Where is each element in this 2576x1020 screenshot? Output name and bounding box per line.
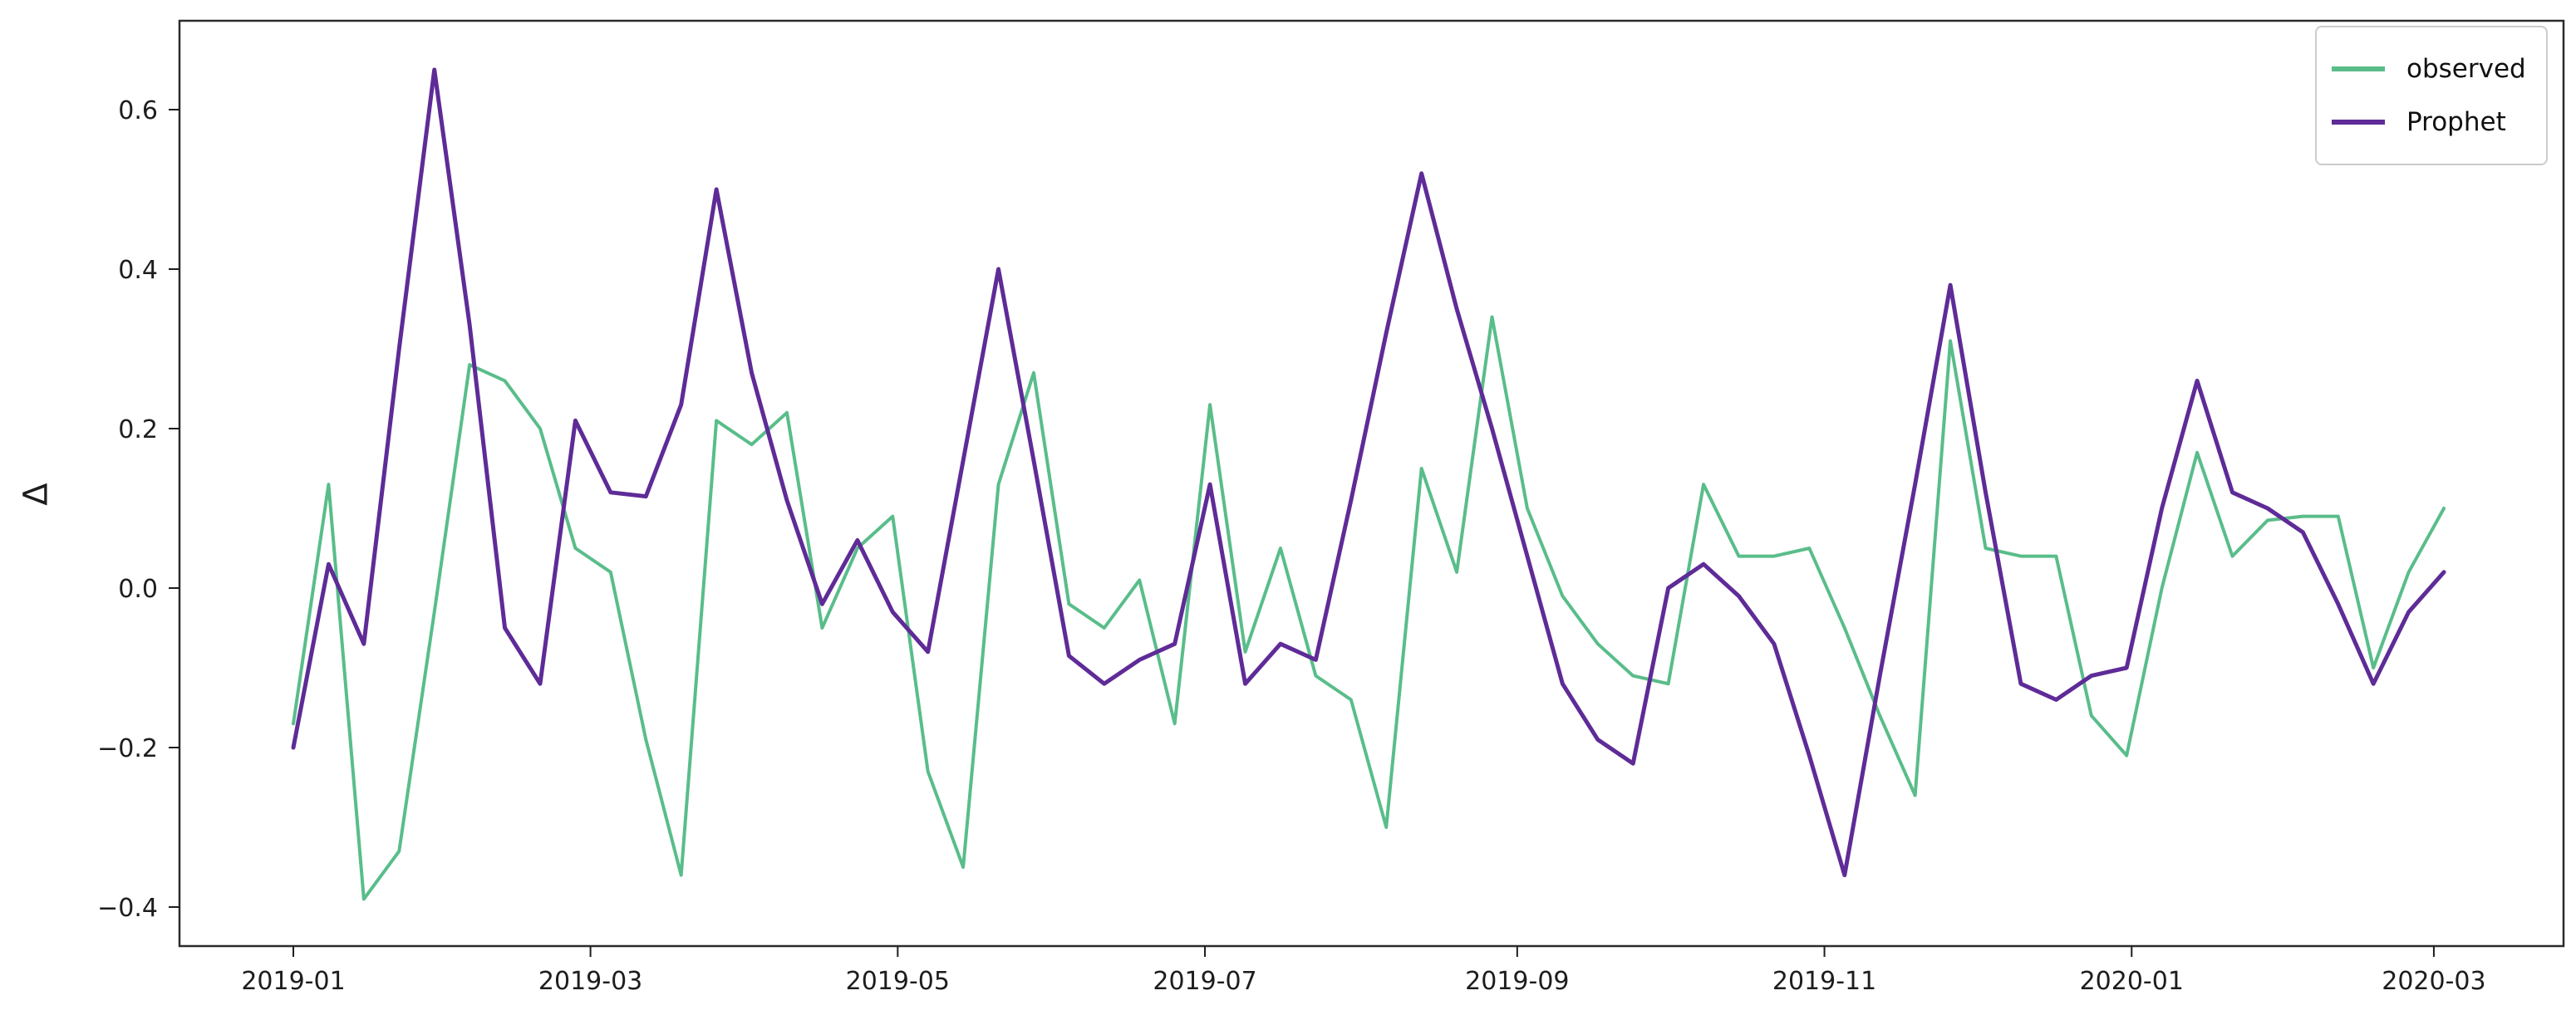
legend-label-prophet: Prophet	[2406, 107, 2506, 137]
y-tick-label: −0.2	[97, 734, 158, 763]
legend-item-observed: observed	[2332, 54, 2531, 84]
axes-border	[178, 19, 2565, 948]
x-tick-label: 2020-01	[2080, 967, 2184, 996]
x-tick-label: 2020-03	[2382, 967, 2485, 996]
observed-line-swatch	[2332, 66, 2385, 71]
x-tick-label: 2019-11	[1772, 967, 1876, 996]
x-tick-label: 2019-05	[846, 967, 950, 996]
legend-label-observed: observed	[2406, 54, 2526, 84]
y-tick-label: 0.6	[118, 96, 158, 125]
y-tick-label: 0.0	[118, 575, 158, 604]
y-axis-label: Δ	[17, 483, 56, 506]
legend: observed Prophet	[2315, 26, 2548, 165]
x-tick-label: 2019-09	[1465, 967, 1569, 996]
prophet-line-swatch	[2332, 120, 2385, 125]
x-tick-label: 2019-01	[241, 967, 345, 996]
legend-item-prophet: Prophet	[2332, 107, 2531, 137]
y-tick-label: 0.4	[118, 256, 158, 285]
x-tick-label: 2019-07	[1153, 967, 1256, 996]
prophet-line	[291, 67, 2446, 878]
y-tick-label: −0.4	[97, 894, 158, 923]
observed-line	[292, 315, 2446, 901]
y-tick-label: 0.2	[118, 415, 158, 444]
x-tick-label: 2019-03	[538, 967, 642, 996]
